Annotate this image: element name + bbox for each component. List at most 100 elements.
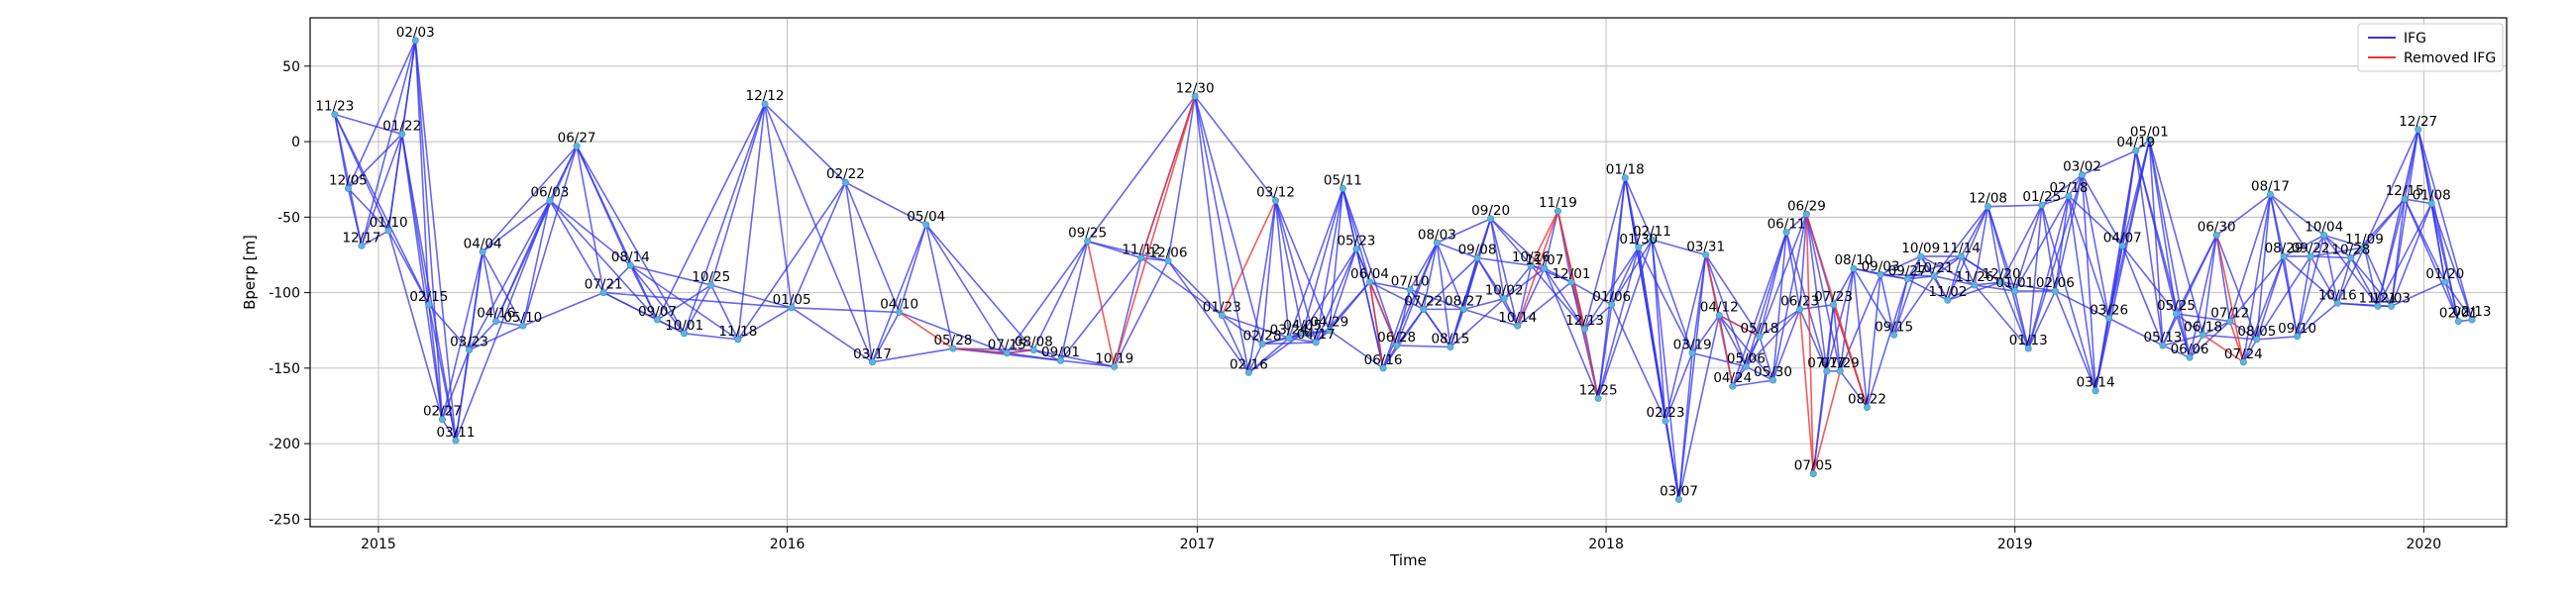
- ifg-line: [2189, 235, 2217, 358]
- ifg-line: [1771, 309, 1801, 381]
- acquisition-date-label: 05/04: [907, 209, 945, 225]
- legend-box: [2357, 23, 2504, 72]
- ifg-line: [2041, 205, 2057, 292]
- acquisition-date-label: 02/03: [396, 25, 435, 41]
- ifg-line: [1825, 304, 1835, 371]
- acquisition-marker: [2266, 190, 2274, 198]
- removed-ifg-line: [1556, 211, 1599, 399]
- acquisition-marker: [1191, 92, 1199, 100]
- acquisition-marker: [1003, 349, 1011, 357]
- ifg-line: [2054, 195, 2070, 292]
- ifg-line: [1167, 260, 1250, 373]
- x-axis-label: Time: [1389, 551, 1427, 569]
- acquisition-marker: [2401, 195, 2409, 203]
- ifg-line: [482, 251, 524, 327]
- acquisition-marker: [1688, 349, 1696, 357]
- acquisition-marker: [1244, 368, 1252, 376]
- acquisition-date-label: 01/13: [2009, 333, 2048, 348]
- ifg-line: [522, 146, 578, 327]
- ifg-line: [1986, 206, 2002, 283]
- y-tick-label: 50: [282, 59, 300, 75]
- acquisition-marker: [1447, 343, 1454, 350]
- ifg-line: [1517, 267, 1546, 327]
- ifg-line: [2242, 255, 2285, 363]
- acquisition-marker: [1218, 311, 1226, 319]
- ifg-line: [1947, 281, 2002, 301]
- acquisition-marker: [438, 416, 446, 424]
- ifg-line: [2068, 195, 2123, 247]
- ifg-line: [1436, 243, 1451, 347]
- ifg-lines: [334, 40, 2473, 500]
- ifg-line: [1436, 242, 1465, 310]
- ifg-line: [1920, 255, 1976, 286]
- acquisition-date-label: 09/03: [1862, 258, 1900, 274]
- ifg-line: [1771, 214, 1808, 381]
- ifg-line: [1933, 255, 1962, 277]
- acquisition-marker: [1796, 305, 1804, 313]
- acquisition-marker: [1459, 305, 1467, 313]
- acquisition-date-label: 08/29: [2265, 241, 2304, 256]
- ifg-line: [428, 304, 457, 442]
- acquisition-marker: [466, 346, 474, 354]
- acquisition-date-label: 10/19: [1095, 350, 1133, 366]
- acquisition-date-label: 03/02: [2063, 159, 2101, 175]
- ifg-line: [791, 181, 847, 309]
- ifg-line: [792, 307, 900, 314]
- acquisition-date-label: 10/02: [1485, 283, 1524, 299]
- ifg-line: [1274, 200, 1331, 332]
- ifg-line: [428, 304, 471, 351]
- acquisition-date-label: 01/08: [2413, 188, 2451, 204]
- ifg-line: [1113, 257, 1142, 367]
- ifg-line: [549, 199, 631, 266]
- acquisition-marker: [479, 248, 486, 255]
- ifg-line: [1664, 352, 1693, 422]
- ifg-line: [1059, 241, 1089, 361]
- acquisition-marker: [1635, 244, 1643, 251]
- acquisition-date-label: 02/23: [1647, 405, 1685, 421]
- ifg-line: [1437, 242, 1478, 259]
- x-tick-label: 2019: [1997, 537, 2033, 552]
- acquisition-date-label: 03/14: [2077, 375, 2115, 391]
- ifg-line: [1395, 308, 1425, 346]
- ifg-line: [1301, 248, 1357, 335]
- ifg-line: [2041, 173, 2084, 206]
- ifg-line: [361, 230, 389, 248]
- acquisition-date-label: 08/14: [611, 249, 650, 265]
- acquisition-date-label: 12/06: [1149, 246, 1188, 261]
- ifg-line: [1342, 188, 1371, 283]
- acquisition-marker: [1084, 238, 1092, 246]
- ifg-line: [1006, 241, 1089, 354]
- ifg-line: [1087, 240, 1169, 262]
- ifg-line: [2363, 247, 2393, 307]
- ifg-line: [2296, 257, 2352, 338]
- ifg-line: [1745, 365, 1773, 381]
- acquisition-marker: [425, 301, 433, 309]
- ifg-line: [1544, 267, 1572, 283]
- acquisition-date-label: 02/18: [2050, 180, 2089, 196]
- ifg-line: [764, 103, 793, 308]
- ifg-line: [549, 146, 578, 201]
- acquisition-marker: [1930, 272, 1938, 280]
- acquisition-date-label: 03/26: [2090, 303, 2128, 319]
- acquisition-marker: [2280, 252, 2288, 260]
- ifg-line: [2283, 234, 2325, 257]
- ifg-line: [1194, 96, 1263, 345]
- ifg-line: [1651, 240, 1680, 500]
- ifg-line: [1805, 214, 1842, 372]
- acquisition-marker: [1567, 278, 1575, 286]
- acquisition-marker: [734, 336, 742, 344]
- ifg-line: [1839, 268, 1855, 372]
- ifg-line: [1611, 239, 1654, 306]
- acquisition-marker: [344, 184, 352, 192]
- ifg-line: [1423, 308, 1451, 347]
- acquisition-marker: [1944, 296, 1952, 304]
- acquisition-date-label: 05/10: [503, 310, 542, 326]
- ifg-line: [1517, 281, 1572, 327]
- acquisition-marker: [949, 345, 957, 352]
- ifg-line: [1677, 254, 1707, 500]
- acquisition-date-label: 12/03: [2372, 290, 2411, 306]
- ifg-line: [2013, 204, 2043, 292]
- acquisition-date-label: 11/19: [1539, 195, 1577, 211]
- ifg-line: [1302, 329, 1330, 335]
